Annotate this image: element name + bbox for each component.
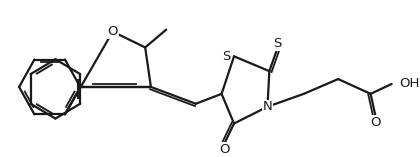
Text: N: N [262, 100, 272, 113]
Text: S: S [273, 37, 281, 50]
Text: OH: OH [399, 78, 420, 90]
Text: O: O [108, 25, 118, 38]
Text: S: S [222, 50, 230, 63]
Text: O: O [219, 143, 230, 156]
Text: O: O [370, 116, 381, 129]
